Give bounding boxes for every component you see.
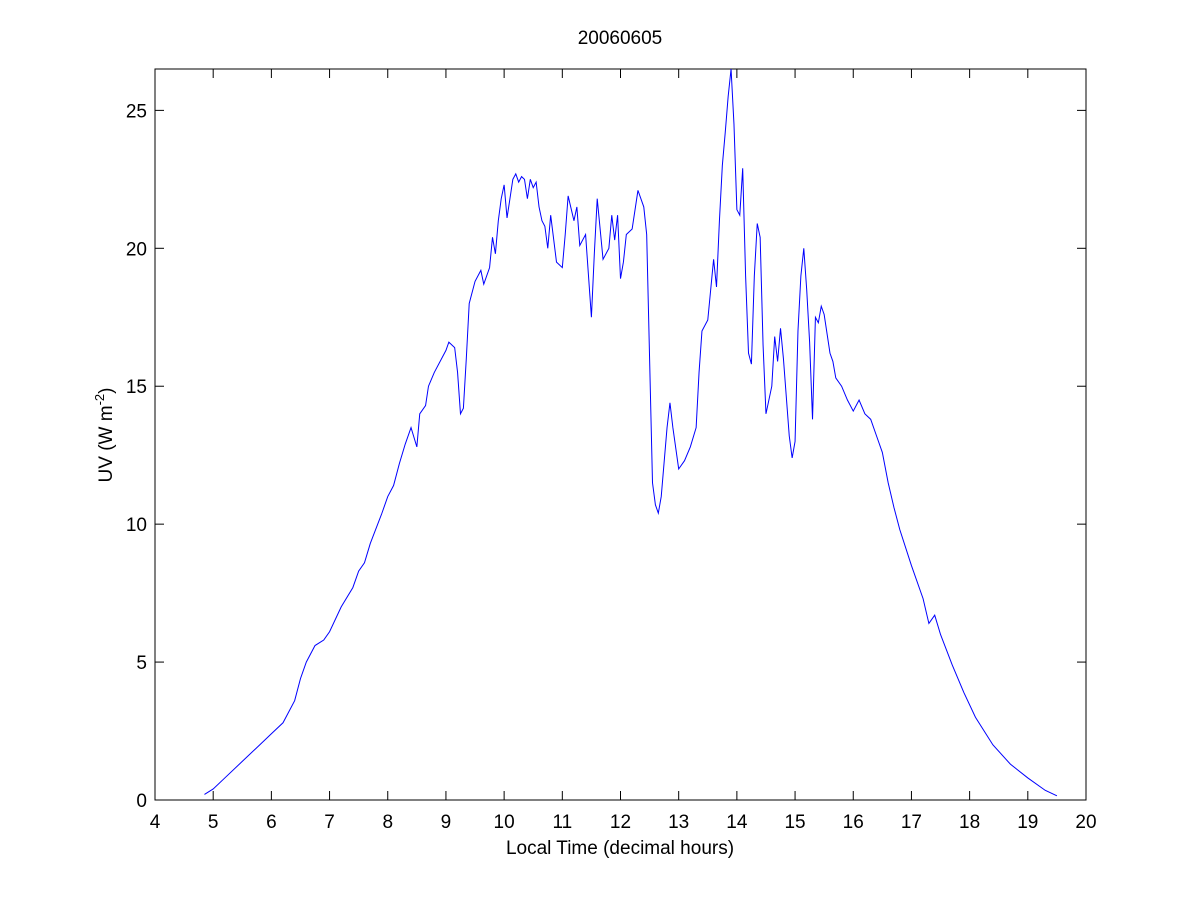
data-line [204, 68, 1058, 797]
x-tick-label: 10 [494, 812, 515, 833]
y-axis-label: UV (W m-2) [92, 388, 117, 483]
y-tick-label: 25 [126, 101, 147, 122]
x-tick-label: 4 [150, 812, 161, 833]
x-tick-label: 11 [552, 812, 572, 833]
x-tick-label: 18 [959, 812, 980, 833]
y-axis-label-superscript: -2 [92, 394, 107, 406]
x-tick-label: 9 [441, 812, 452, 833]
x-tick-label: 5 [208, 812, 219, 833]
x-tick-label: 8 [382, 812, 393, 833]
y-tick-label: 15 [126, 377, 147, 398]
x-tick-label: 13 [668, 812, 689, 833]
y-axis-label-text: UV (W m [96, 405, 117, 482]
chart-title: 20060605 [578, 28, 663, 49]
y-tick-label: 20 [126, 239, 147, 260]
x-tick-label: 16 [843, 812, 864, 833]
x-tick-label: 6 [266, 812, 277, 833]
y-tick-label: 10 [126, 515, 147, 536]
y-tick-label: 5 [136, 653, 147, 674]
x-tick-label: 20 [1075, 812, 1096, 833]
x-tick-label: 17 [901, 812, 922, 833]
x-tick-label: 14 [726, 812, 748, 833]
y-axis-label-suffix: ) [96, 388, 117, 394]
y-tick-label: 0 [136, 791, 147, 812]
x-tick-label: 12 [610, 812, 631, 833]
x-tick-label: 19 [1017, 812, 1038, 833]
x-axis-label: Local Time (decimal hours) [506, 838, 734, 859]
plot-frame [154, 68, 1087, 801]
x-tick-label: 7 [324, 812, 335, 833]
x-tick-label: 15 [784, 812, 805, 833]
